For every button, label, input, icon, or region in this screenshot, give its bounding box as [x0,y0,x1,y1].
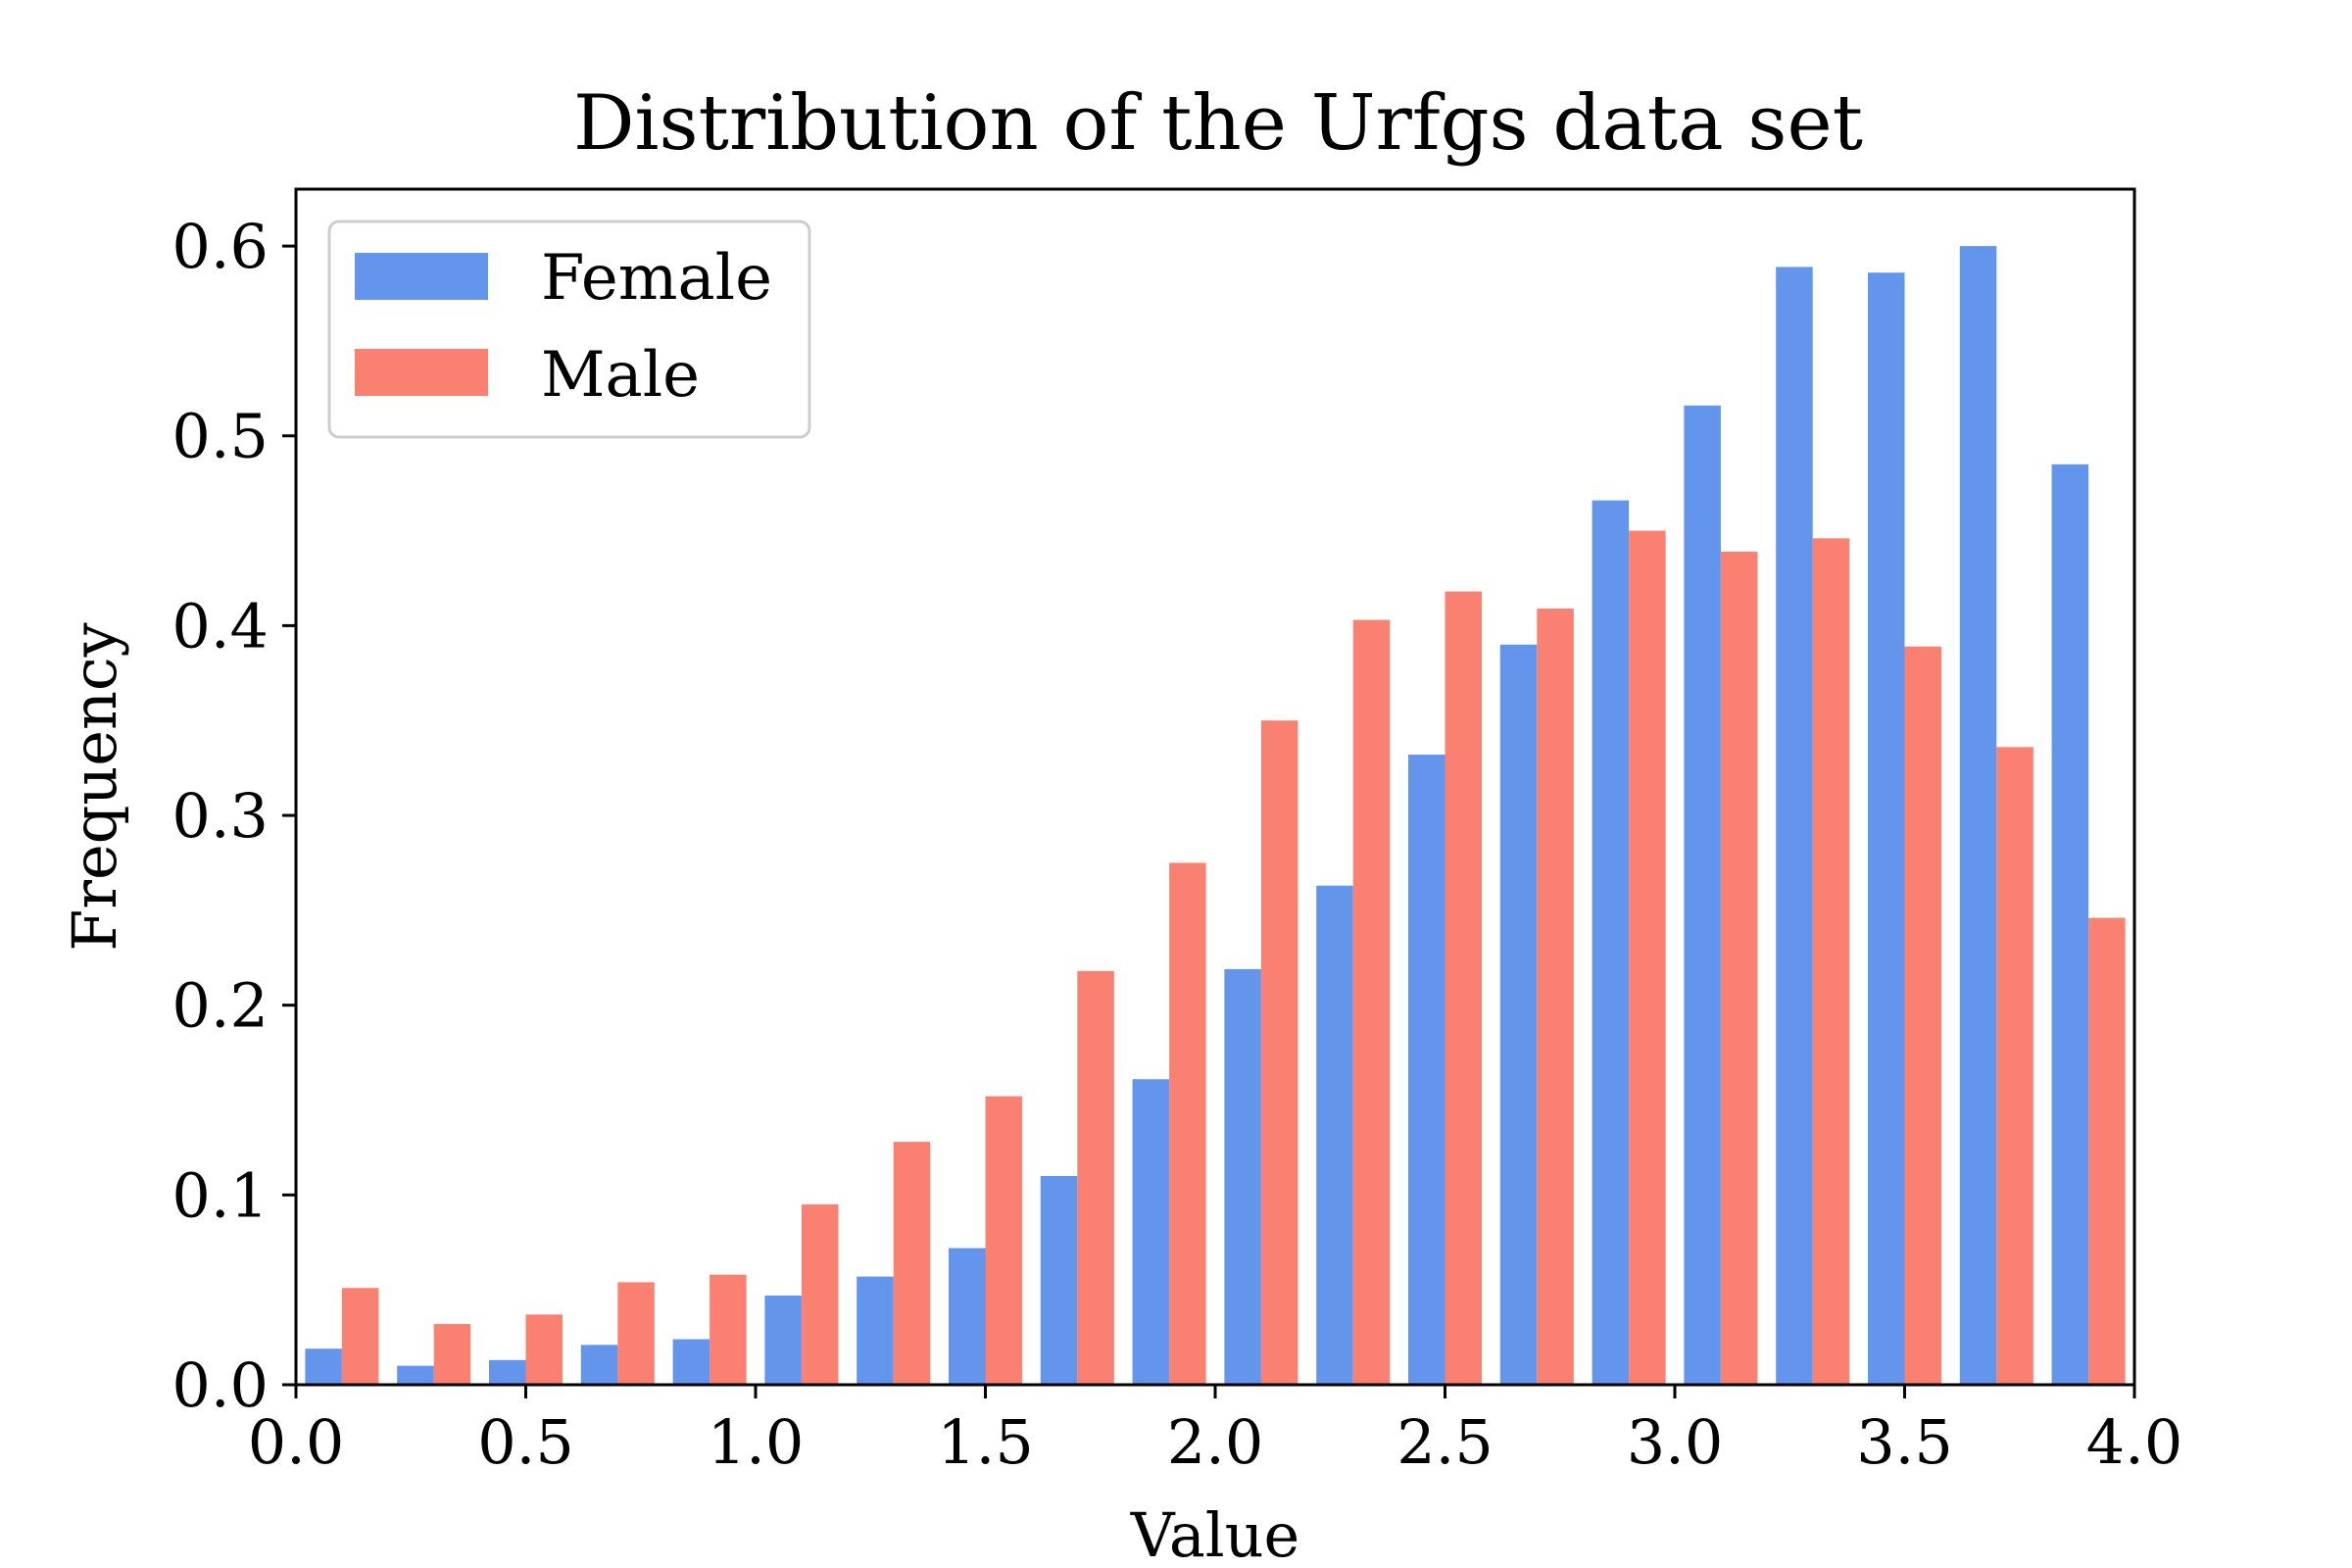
y-tick-label: 0.1 [172,1159,269,1231]
y-tick-label: 0.2 [172,970,269,1042]
bar-male-6 [893,1142,931,1385]
y-tick-label: 0.6 [172,211,269,282]
x-tick-label: 2.5 [1396,1406,1494,1478]
bar-female-2 [488,1359,526,1385]
bar-male-16 [1812,538,1850,1385]
bar-male-10 [1260,720,1298,1385]
ticks-group: 0.0 0.5 1.0 1.5 2.0 2.5 3.0 3.5 4.0 0.0 0.1 0.2 0.3 0… [172,211,2182,1478]
bar-female-19 [2051,464,2089,1385]
bar-female-14 [1592,500,1630,1386]
x-tick-label: 3.5 [1856,1406,1953,1478]
x-tick-label: 4.0 [2086,1406,2183,1478]
bar-female-11 [1316,885,1353,1385]
x-tick-label: 1.5 [937,1406,1034,1478]
bar-male-8 [1077,970,1114,1385]
x-tick-label: 0.0 [248,1406,345,1478]
bar-male-5 [801,1204,839,1385]
bar-male-14 [1629,530,1666,1385]
bar-male-15 [1720,551,1758,1385]
bar-male-1 [433,1324,471,1385]
bar-male-4 [710,1274,747,1385]
bar-female-5 [764,1295,802,1385]
bar-female-9 [1132,1079,1170,1385]
bar-female-12 [1407,755,1446,1385]
bar-male-17 [1904,646,1942,1385]
legend-swatch-male [355,349,488,396]
bar-female-13 [1499,644,1538,1385]
bar-male-11 [1352,619,1391,1385]
x-tick-label: 1.0 [708,1406,805,1478]
bar-male-13 [1537,608,1574,1385]
bar-female-7 [948,1248,986,1385]
legend-swatch-female [355,253,488,300]
bar-female-6 [857,1276,894,1385]
y-axis-label: Frequency [59,622,130,951]
bar-male-3 [617,1282,655,1385]
bar-female-15 [1684,405,1721,1385]
x-tick-label: 2.0 [1167,1406,1264,1478]
bar-male-7 [985,1096,1023,1385]
legend-label-female: Female [541,242,772,315]
bar-female-18 [1959,246,1997,1386]
bar-male-18 [1996,747,2034,1385]
bar-female-1 [397,1365,434,1385]
bar-female-8 [1040,1175,1078,1385]
bar-male-19 [2088,917,2126,1385]
legend: Female Male [327,220,811,439]
legend-label-male: Male [541,339,700,412]
bar-female-16 [1776,267,1813,1385]
x-tick-label: 3.0 [1627,1406,1724,1478]
y-tick-label: 0.0 [172,1349,269,1421]
plot-frame [294,187,2136,1387]
bar-male-0 [341,1288,379,1385]
bar-male-2 [525,1314,564,1385]
bar-female-4 [672,1339,710,1385]
bar-male-9 [1169,862,1206,1385]
bars-group [305,246,2126,1386]
x-axis-label: Value [1130,1499,1300,1568]
y-tick-label: 0.5 [172,401,269,472]
bar-female-17 [1867,272,1905,1386]
y-tick-label: 0.4 [172,590,269,662]
x-tick-label: 0.5 [477,1406,574,1478]
y-tick-label: 0.3 [172,780,269,852]
chart-title: Distribution of the Urfgs data set [573,79,1863,168]
bar-female-3 [580,1345,618,1385]
bar-female-10 [1224,968,1261,1385]
bar-male-12 [1445,591,1483,1385]
bar-female-0 [305,1348,342,1385]
